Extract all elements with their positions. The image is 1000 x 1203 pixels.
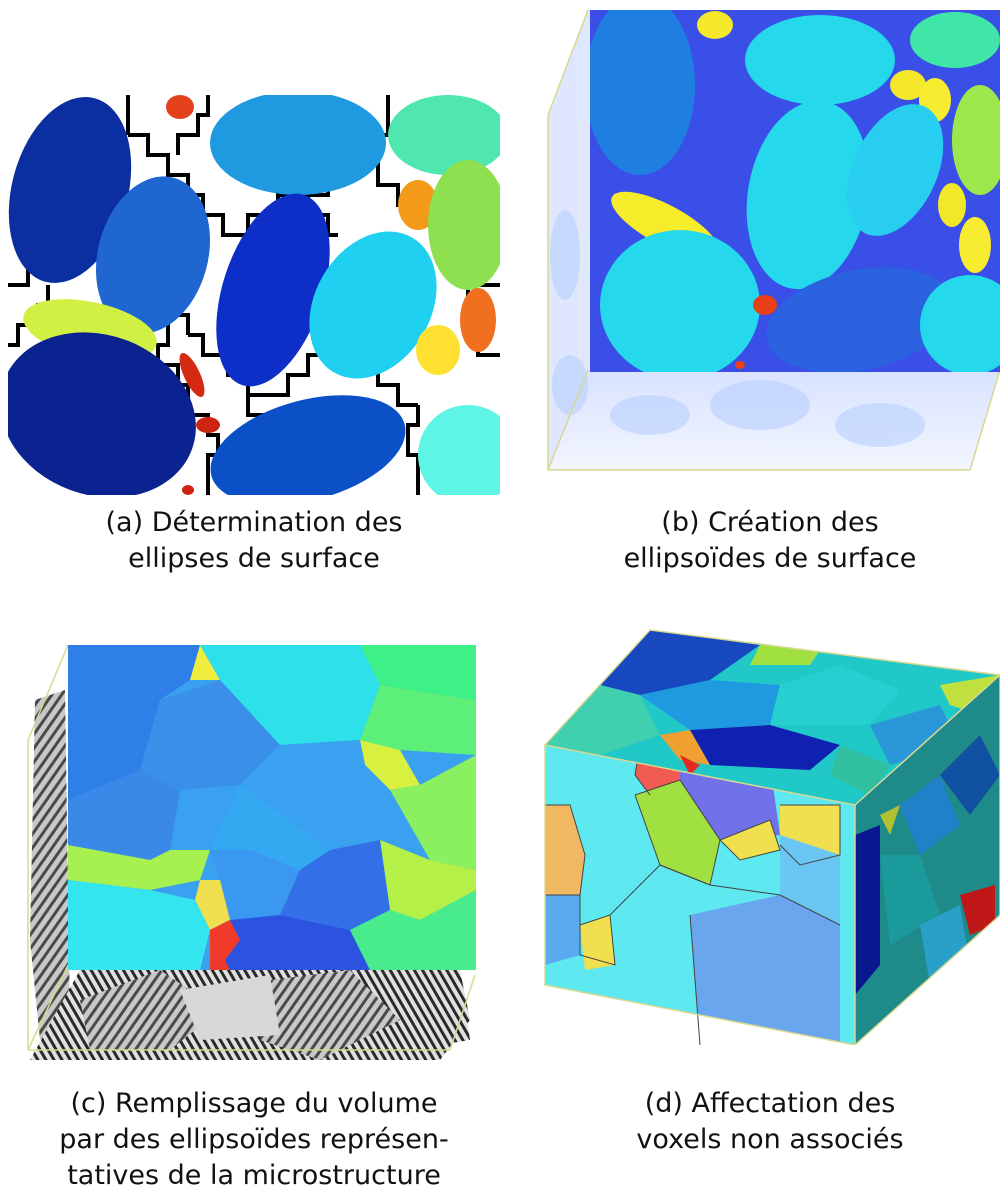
caption-d-line-2: voxels non associés — [636, 1124, 904, 1155]
grey-ellipsoids — [30, 690, 470, 1060]
caption-c-line-1: (c) Remplissage du volume — [70, 1088, 438, 1119]
caption-d: (d) Affectation des voxels non associés — [540, 1086, 1000, 1158]
figure-a-ellipse-map — [8, 95, 500, 495]
caption-b: (b) Création des ellipsoïdes de surface — [540, 505, 1000, 577]
caption-c-line-2: par des ellipsoïdes représen- — [59, 1124, 449, 1155]
figure-c-image — [27, 644, 476, 1060]
caption-a-line-2: ellipses de surface — [128, 543, 380, 574]
figure-d-image — [543, 629, 1000, 1045]
figure-a-image — [8, 95, 500, 495]
caption-a: (a) Détermination des ellipses de surfac… — [8, 505, 500, 577]
figure-b-ellipsoid-box — [540, 5, 1000, 475]
caption-b-line-2: ellipsoïdes de surface — [623, 543, 917, 574]
caption-b-line-1: (b) Création des — [661, 507, 879, 538]
box-edges — [547, 9, 1000, 471]
caption-c: (c) Remplissage du volume par des ellips… — [8, 1086, 500, 1194]
box-edges — [27, 644, 476, 1051]
box-edges — [543, 629, 1000, 1045]
caption-a-line-1: (a) Détermination des — [105, 507, 403, 538]
caption-c-line-3: tatives de la microstructure — [67, 1160, 441, 1191]
figure-d-voxel-assignment — [540, 625, 1000, 1045]
figure-c-volume-filling — [20, 640, 500, 1060]
caption-d-line-1: (d) Affectation des — [644, 1088, 896, 1119]
figure-b-image — [547, 9, 1000, 471]
